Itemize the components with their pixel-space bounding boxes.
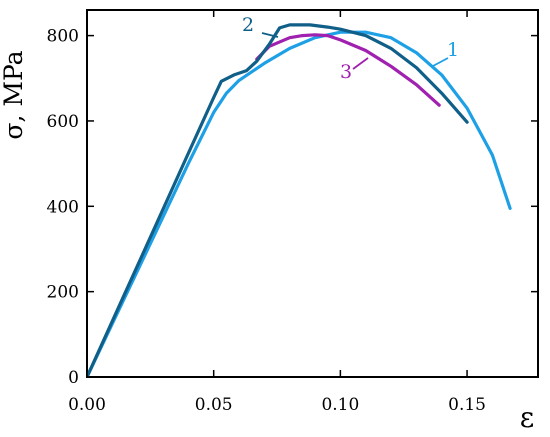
x-tick-label: 0.10 [321, 395, 359, 415]
series-3-line [255, 33, 441, 107]
series-1-leader [432, 57, 449, 67]
x-tick-label: 0.00 [68, 395, 106, 415]
y-tick-label: 0 [68, 368, 79, 388]
series-2-leader [261, 32, 279, 38]
curve-layer [87, 23, 512, 377]
y-axis-title: σ, MPa [0, 50, 28, 139]
y-tick-label: 600 [47, 112, 79, 132]
series-3-leader [352, 57, 369, 70]
x-tick-label: 0.15 [448, 395, 486, 415]
x-axis-ticks: 0.00 0.05 0.10 0.15 [68, 10, 486, 415]
series-2-label: 2 [242, 14, 254, 36]
y-tick-label: 200 [47, 283, 79, 303]
y-tick-label: 400 [47, 197, 79, 217]
series-1-label: 1 [447, 39, 459, 61]
series-3-label: 3 [340, 61, 352, 83]
x-axis-title: ε [520, 401, 535, 434]
y-axis-ticks: 0 200 400 600 800 [47, 27, 538, 388]
series-1-line [87, 30, 512, 377]
curve-labels: 1 2 3 [242, 14, 459, 83]
x-tick-label: 0.05 [195, 395, 233, 415]
y-tick-label: 800 [47, 27, 79, 47]
series-2-line [87, 23, 469, 377]
plot-frame [86, 9, 539, 378]
